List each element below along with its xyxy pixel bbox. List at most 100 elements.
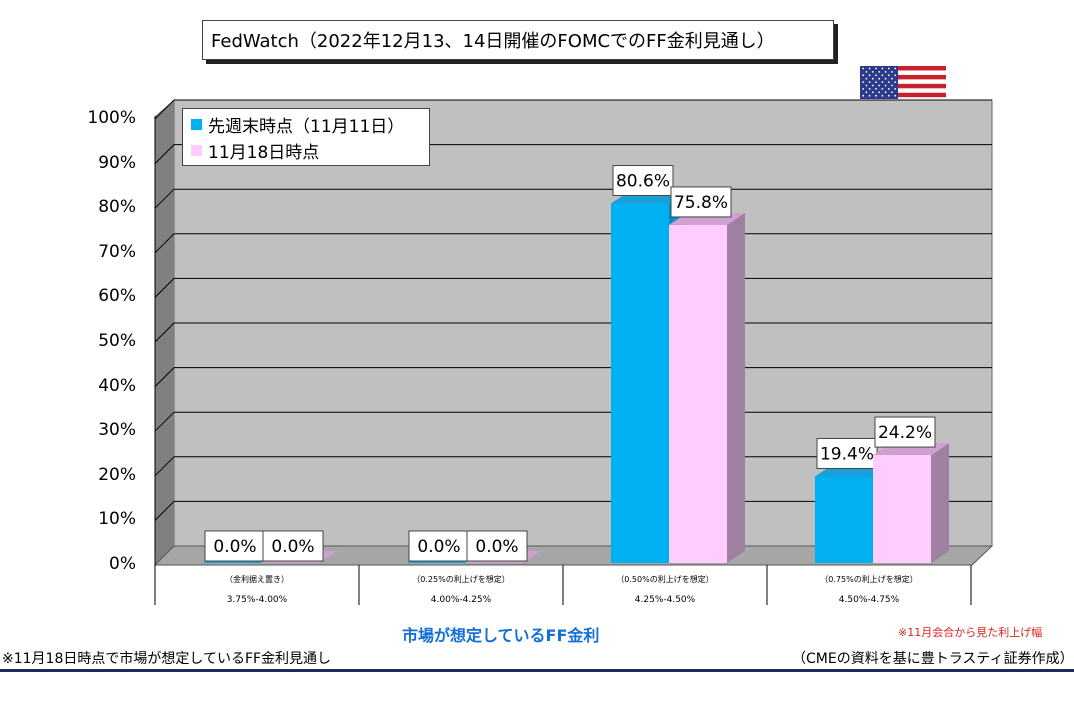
y-tick-label: 10% bbox=[98, 509, 136, 530]
gridline-side bbox=[154, 456, 175, 477]
flag-star bbox=[881, 67, 884, 70]
category-range: 4.25%-4.50% bbox=[634, 595, 696, 605]
data-label-1-0: 0.0% bbox=[271, 537, 314, 557]
flag-star bbox=[871, 91, 874, 94]
legend-swatch-nov18 bbox=[191, 144, 202, 156]
flag-star bbox=[875, 94, 877, 97]
gridline-side bbox=[154, 99, 175, 120]
flag-stripe bbox=[860, 74, 946, 80]
gridline-side bbox=[154, 501, 175, 521]
bar-0-2 bbox=[611, 203, 669, 564]
flag-star bbox=[884, 91, 887, 94]
gridline-side bbox=[154, 188, 175, 209]
gridline-side bbox=[154, 367, 175, 387]
y-tick-label: 40% bbox=[98, 375, 136, 396]
flag-star bbox=[881, 74, 884, 77]
flag-star bbox=[887, 81, 890, 83]
y-tick-label: 0% bbox=[109, 554, 136, 574]
data-label-box-1-1 bbox=[466, 530, 528, 562]
bottom-rule bbox=[0, 669, 1074, 672]
flag-stripe bbox=[860, 79, 946, 85]
legend-swatch-prev-week bbox=[191, 118, 202, 130]
flag-star bbox=[871, 71, 874, 73]
bar-side-1-3 bbox=[931, 443, 949, 563]
data-label-box-1-0 bbox=[262, 530, 324, 562]
flag-star bbox=[862, 74, 865, 77]
data-label-box-0-2 bbox=[612, 165, 674, 197]
data-label-1-2: 75.8% bbox=[674, 193, 728, 213]
flag-star bbox=[894, 74, 897, 77]
data-label-1-3: 24.2% bbox=[878, 423, 932, 443]
data-label-box-0-3 bbox=[816, 437, 878, 469]
flag-star bbox=[887, 67, 890, 70]
y-tick-label: 100% bbox=[87, 108, 136, 128]
flag-star bbox=[881, 94, 884, 97]
gridline-side bbox=[154, 233, 175, 254]
y-tick-label: 60% bbox=[98, 286, 136, 307]
flag-star bbox=[871, 77, 874, 80]
flag-star bbox=[891, 91, 893, 94]
data-label-1-1: 0.0% bbox=[475, 537, 518, 557]
y-tick-label: 90% bbox=[98, 152, 136, 173]
flag-star bbox=[875, 88, 877, 90]
flag-star bbox=[891, 77, 893, 80]
flag-star bbox=[862, 88, 865, 90]
flag-star bbox=[887, 88, 890, 90]
y-tick-label: 30% bbox=[98, 420, 136, 441]
flag-stripe bbox=[860, 66, 946, 71]
gridline-side bbox=[154, 322, 175, 343]
flag-star bbox=[894, 88, 897, 90]
flag-star bbox=[868, 94, 871, 97]
x-axis-title: 市場が想定しているFF金利 bbox=[402, 626, 600, 645]
data-label-0-0: 0.0% bbox=[213, 537, 256, 557]
flag-stripe bbox=[860, 70, 946, 76]
flag-star bbox=[862, 81, 865, 83]
flag-star bbox=[894, 81, 897, 83]
flag-star bbox=[887, 94, 890, 97]
flag-stripe bbox=[860, 88, 946, 93]
y-tick-label: 80% bbox=[98, 197, 136, 218]
y-tick-label: 50% bbox=[98, 331, 136, 351]
flag-star bbox=[881, 81, 884, 83]
gridline-side bbox=[154, 144, 175, 164]
data-label-box-1-2 bbox=[670, 186, 732, 218]
gridline-side bbox=[154, 278, 175, 298]
flag-star bbox=[865, 91, 868, 94]
footer-note-left: ※11月18日時点で市場が想定しているFF金利見通し bbox=[2, 651, 332, 667]
category-range: 3.75%-4.00% bbox=[226, 595, 288, 605]
legend-item-prev-week: 先週末時点（11月11日） bbox=[191, 111, 421, 137]
flag-star bbox=[862, 67, 865, 70]
flag-star bbox=[868, 74, 871, 77]
bar-0-3 bbox=[815, 476, 873, 563]
flag-star bbox=[884, 84, 887, 87]
flag-star bbox=[865, 71, 868, 73]
category-label: （金利据え置き） bbox=[225, 575, 289, 584]
data-label-0-1: 0.0% bbox=[417, 537, 460, 557]
flag-star bbox=[878, 84, 881, 87]
legend: 先週末時点（11月11日） 11月18日時点 bbox=[182, 108, 430, 166]
flag-star bbox=[894, 94, 897, 97]
flag-star bbox=[878, 77, 881, 80]
legend-label-nov18: 11月18日時点 bbox=[208, 142, 320, 163]
data-label-box-1-3 bbox=[874, 416, 936, 448]
chart-title: FedWatch（2022年12月13、14日開催のFOMCでのFF金利見通し） bbox=[202, 20, 834, 60]
flag-star bbox=[868, 81, 871, 83]
flag-star bbox=[868, 88, 871, 90]
flag-stripe bbox=[860, 92, 946, 98]
data-label-0-2: 80.6% bbox=[616, 172, 670, 192]
bar-1-2 bbox=[669, 224, 727, 563]
data-label-0-3: 19.4% bbox=[820, 444, 874, 464]
flag-star bbox=[865, 84, 868, 87]
flag-star bbox=[891, 84, 893, 87]
bar-side-1-2 bbox=[727, 212, 745, 563]
legend-item-nov18: 11月18日時点 bbox=[191, 137, 421, 163]
plot-floor bbox=[153, 545, 994, 566]
flag-stripe bbox=[860, 83, 946, 89]
flag-star bbox=[878, 91, 881, 94]
flag-star bbox=[875, 81, 877, 83]
flag-star bbox=[881, 88, 884, 90]
flag-star bbox=[878, 71, 881, 73]
flag-star bbox=[875, 67, 877, 70]
y-tick-label: 20% bbox=[98, 464, 136, 485]
